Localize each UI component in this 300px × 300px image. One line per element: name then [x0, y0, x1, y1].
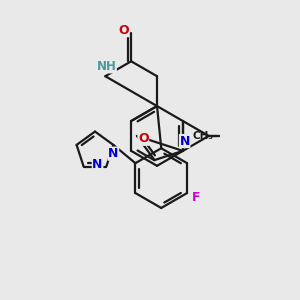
Text: O: O: [138, 132, 148, 145]
Text: CH₃: CH₃: [193, 131, 214, 141]
Text: N: N: [108, 147, 118, 160]
Text: N: N: [92, 158, 103, 171]
Text: O: O: [118, 24, 129, 37]
Text: F: F: [192, 191, 200, 204]
Text: NH: NH: [96, 60, 116, 73]
Text: N: N: [179, 134, 190, 148]
